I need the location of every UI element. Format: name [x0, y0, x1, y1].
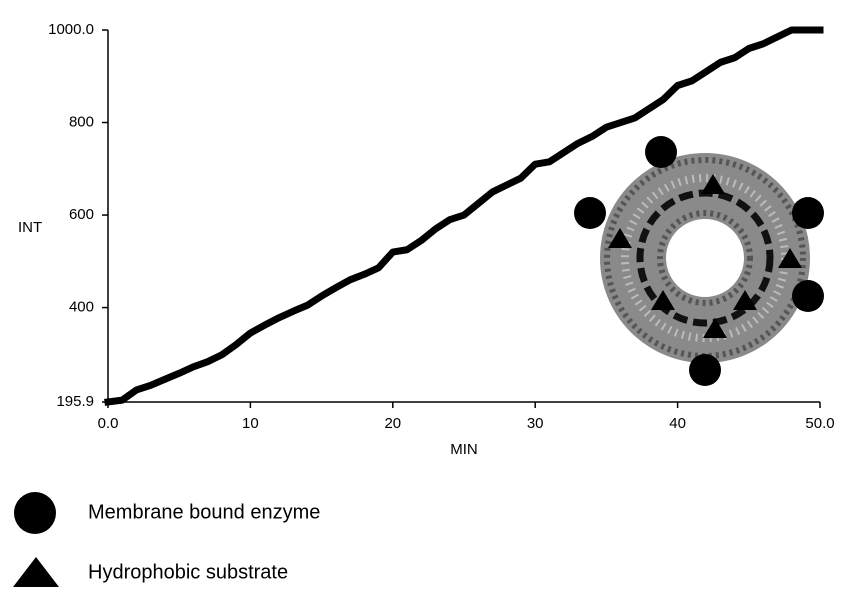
legend-triangle: [13, 557, 59, 587]
x-tick-label: 10: [242, 415, 259, 432]
y-tick-label: 400: [69, 299, 94, 316]
x-tick-label: 40: [669, 415, 686, 432]
liposome-diagram: [574, 136, 824, 386]
y-axis-label: INT: [18, 219, 42, 236]
enzyme: [689, 354, 721, 386]
enzyme: [792, 197, 824, 229]
substrate: [703, 318, 727, 338]
y-tick-label: 600: [69, 206, 94, 223]
enzyme: [792, 280, 824, 312]
x-axis-label: MIN: [450, 441, 478, 458]
membrane-ring: [600, 153, 810, 363]
substrate: [733, 290, 757, 310]
x-tick-label: 20: [384, 415, 401, 432]
legend-label: Membrane bound enzyme: [88, 501, 320, 523]
y-tick-label: 800: [69, 113, 94, 130]
substrate: [608, 228, 632, 248]
legend-label: Hydrophobic substrate: [88, 561, 288, 583]
x-tick-label: 0.0: [98, 415, 119, 432]
enzyme: [574, 197, 606, 229]
legend-circle: [14, 492, 56, 534]
substrate: [778, 248, 802, 268]
liposome-core: [669, 222, 741, 294]
data-line: [104, 26, 824, 406]
x-tick-label: 30: [527, 415, 544, 432]
enzyme: [645, 136, 677, 168]
substrate: [651, 290, 675, 310]
membrane-inner-texture: [657, 210, 753, 306]
membrane-outer-texture: [604, 157, 806, 359]
substrate: [701, 174, 725, 194]
y-tick-label: 195.9: [56, 393, 94, 410]
y-tick-label: 1000.0: [48, 21, 94, 38]
x-tick-label: 50.0: [805, 415, 834, 432]
